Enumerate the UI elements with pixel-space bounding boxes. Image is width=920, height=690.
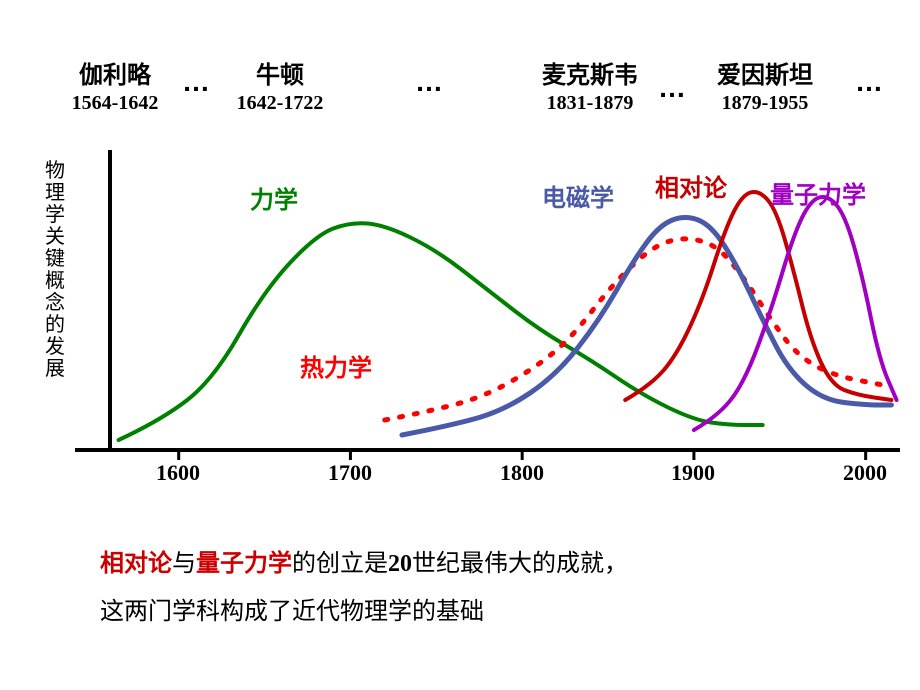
- curve-label-thermo: 热力学: [300, 348, 372, 383]
- x-tick-label: 1900: [671, 460, 715, 486]
- x-tick-label: 1800: [500, 460, 544, 486]
- x-tick-label: 2000: [843, 460, 887, 486]
- curve-label-em: 电磁学: [542, 178, 614, 213]
- physics-timeline-chart: [0, 0, 920, 520]
- x-tick-label: 1600: [156, 460, 200, 486]
- x-tick-label: 1700: [328, 460, 372, 486]
- curve-label-relativity: 相对论: [655, 168, 727, 203]
- curve-label-mechanics: 力学: [250, 180, 298, 215]
- curve-label-quantum: 量子力学: [770, 175, 866, 210]
- caption-text: 相对论与量子力学的创立是20世纪最伟大的成就，这两门学科构成了近代物理学的基础: [100, 540, 860, 636]
